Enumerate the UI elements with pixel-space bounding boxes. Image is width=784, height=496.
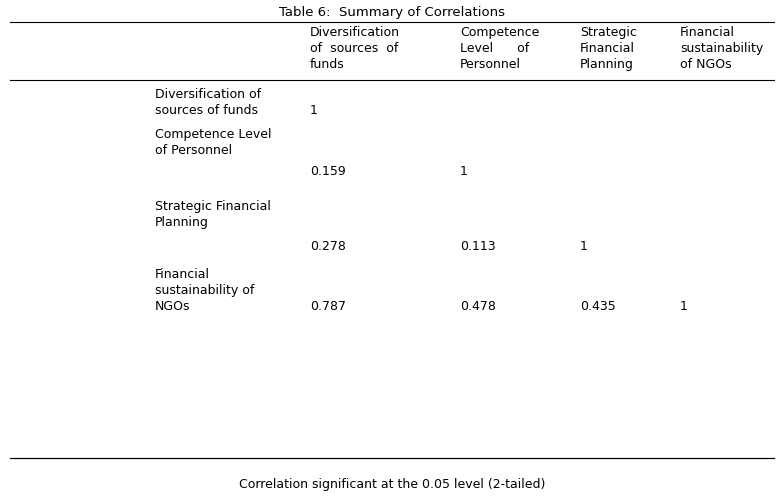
- Text: 0.278: 0.278: [310, 240, 346, 253]
- Text: 0.113: 0.113: [460, 240, 495, 253]
- Text: Table 6:  Summary of Correlations: Table 6: Summary of Correlations: [279, 6, 505, 19]
- Text: 0.787: 0.787: [310, 300, 346, 313]
- Text: 1: 1: [460, 165, 468, 178]
- Text: NGOs: NGOs: [155, 300, 191, 313]
- Text: 1: 1: [680, 300, 688, 313]
- Text: Competence: Competence: [460, 26, 539, 39]
- Text: Competence Level: Competence Level: [155, 128, 271, 141]
- Text: Financial: Financial: [580, 42, 635, 55]
- Text: of  sources  of: of sources of: [310, 42, 398, 55]
- Text: funds: funds: [310, 58, 345, 71]
- Text: of NGOs: of NGOs: [680, 58, 731, 71]
- Text: Strategic Financial: Strategic Financial: [155, 200, 271, 213]
- Text: Planning: Planning: [580, 58, 634, 71]
- Text: Level      of: Level of: [460, 42, 529, 55]
- Text: Planning: Planning: [155, 216, 209, 229]
- Text: of Personnel: of Personnel: [155, 144, 232, 157]
- Text: Correlation significant at the 0.05 level (2-tailed): Correlation significant at the 0.05 leve…: [239, 478, 545, 491]
- Text: sustainability of: sustainability of: [155, 284, 254, 297]
- Text: 1: 1: [580, 240, 588, 253]
- Text: 0.435: 0.435: [580, 300, 615, 313]
- Text: sources of funds: sources of funds: [155, 104, 258, 117]
- Text: Strategic: Strategic: [580, 26, 637, 39]
- Text: Personnel: Personnel: [460, 58, 521, 71]
- Text: 0.478: 0.478: [460, 300, 495, 313]
- Text: Financial: Financial: [680, 26, 735, 39]
- Text: 0.159: 0.159: [310, 165, 346, 178]
- Text: Diversification: Diversification: [310, 26, 400, 39]
- Text: Diversification of: Diversification of: [155, 88, 261, 101]
- Text: sustainability: sustainability: [680, 42, 764, 55]
- Text: 1: 1: [310, 104, 318, 117]
- Text: Financial: Financial: [155, 268, 210, 281]
